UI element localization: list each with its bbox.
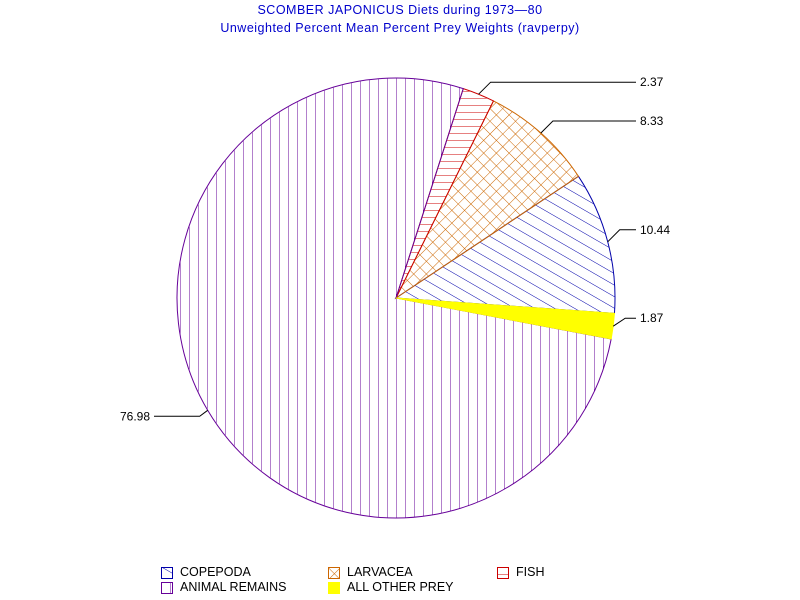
legend-label-copepoda: COPEPODA — [180, 565, 251, 579]
legend-swatch-all-other-prey — [328, 582, 340, 594]
leader-line-copepoda — [607, 229, 636, 243]
leader-line-animal-remains — [154, 409, 208, 417]
legend-swatch-larvacea — [328, 567, 340, 579]
leader-line-larvacea — [540, 120, 636, 134]
legend-swatch-animal-remains — [161, 582, 173, 594]
data-label-all-other-prey: 1.87 — [640, 311, 664, 325]
data-label-animal-remains: 76.98 — [120, 409, 150, 423]
legend-label-all-other-prey: ALL OTHER PREY — [347, 580, 454, 594]
legend-label-fish: FISH — [516, 565, 545, 579]
pie-slice-all-other-prey — [395, 297, 616, 340]
legend-swatch-copepoda — [161, 567, 173, 579]
legend-label-larvacea: LARVACEA — [347, 565, 413, 579]
data-label-fish: 2.37 — [640, 75, 664, 89]
legend-label-animal-remains: ANIMAL REMAINS — [180, 580, 287, 594]
chart-title: SCOMBER JAPONICUS Diets during 1973—80 — [257, 3, 543, 17]
chart-subtitle: Unweighted Percent Mean Percent Prey Wei… — [220, 21, 580, 35]
pie-slice-animal-remains — [176, 77, 612, 519]
data-label-larvacea: 8.33 — [640, 114, 664, 128]
data-label-copepoda: 10.44 — [640, 223, 670, 237]
leader-line-all-other-prey — [612, 317, 636, 327]
pie-slice-larvacea — [394, 100, 580, 300]
leader-line-fish — [478, 81, 636, 95]
legend-swatch-fish — [497, 567, 509, 579]
